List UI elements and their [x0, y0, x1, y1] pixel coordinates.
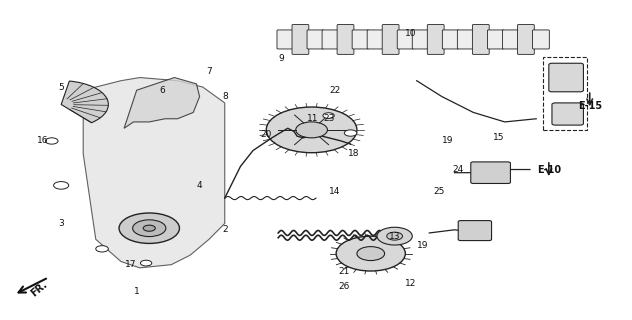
- Text: 8: 8: [222, 92, 228, 101]
- FancyBboxPatch shape: [533, 30, 549, 49]
- FancyBboxPatch shape: [442, 30, 459, 49]
- Text: 12: 12: [404, 279, 416, 288]
- FancyBboxPatch shape: [471, 162, 511, 183]
- FancyBboxPatch shape: [549, 63, 583, 92]
- FancyBboxPatch shape: [367, 30, 384, 49]
- Circle shape: [323, 113, 334, 118]
- Circle shape: [119, 213, 179, 244]
- FancyBboxPatch shape: [487, 30, 504, 49]
- Text: 2: 2: [222, 225, 228, 234]
- Text: 19: 19: [417, 241, 428, 250]
- FancyBboxPatch shape: [292, 25, 309, 54]
- Text: 14: 14: [329, 187, 341, 196]
- Circle shape: [266, 107, 357, 153]
- Text: 22: 22: [329, 86, 341, 95]
- Circle shape: [54, 181, 69, 189]
- Circle shape: [46, 138, 58, 144]
- FancyBboxPatch shape: [552, 103, 583, 125]
- Text: 7: 7: [206, 67, 212, 76]
- Text: 10: 10: [404, 28, 416, 38]
- Text: 26: 26: [339, 282, 350, 292]
- FancyBboxPatch shape: [427, 25, 444, 54]
- Text: 18: 18: [348, 149, 360, 158]
- FancyBboxPatch shape: [398, 30, 414, 49]
- Text: 16: 16: [37, 136, 48, 146]
- Circle shape: [96, 246, 108, 252]
- FancyBboxPatch shape: [322, 30, 339, 49]
- Text: 15: 15: [493, 133, 504, 142]
- Text: E-15: E-15: [578, 101, 602, 111]
- FancyBboxPatch shape: [458, 220, 492, 241]
- FancyBboxPatch shape: [382, 25, 399, 54]
- Circle shape: [143, 225, 155, 231]
- Polygon shape: [124, 77, 200, 128]
- Text: 11: 11: [307, 114, 319, 123]
- Text: 25: 25: [433, 187, 444, 196]
- Circle shape: [357, 247, 385, 260]
- Text: 21: 21: [339, 267, 350, 276]
- Text: 19: 19: [442, 136, 454, 146]
- FancyBboxPatch shape: [337, 25, 354, 54]
- Wedge shape: [61, 81, 108, 123]
- FancyBboxPatch shape: [472, 25, 489, 54]
- Text: 1: 1: [134, 287, 140, 296]
- FancyBboxPatch shape: [352, 30, 369, 49]
- FancyBboxPatch shape: [502, 30, 520, 49]
- Circle shape: [387, 232, 403, 240]
- Text: E-10: E-10: [537, 164, 561, 174]
- Text: 5: 5: [58, 83, 64, 92]
- Circle shape: [296, 122, 327, 138]
- Text: 17: 17: [125, 260, 136, 269]
- Text: FR.: FR.: [29, 279, 49, 298]
- FancyBboxPatch shape: [518, 25, 534, 54]
- Text: 6: 6: [159, 86, 165, 95]
- Text: 9: 9: [279, 54, 284, 63]
- Circle shape: [377, 227, 412, 245]
- Circle shape: [336, 236, 405, 271]
- Text: 23: 23: [323, 114, 334, 123]
- FancyBboxPatch shape: [307, 30, 324, 49]
- Circle shape: [344, 130, 357, 136]
- FancyBboxPatch shape: [458, 30, 474, 49]
- Text: 24: 24: [452, 165, 463, 174]
- Text: 20: 20: [260, 130, 271, 139]
- Text: 4: 4: [197, 181, 202, 190]
- Text: 13: 13: [389, 232, 401, 241]
- Circle shape: [140, 260, 152, 266]
- FancyBboxPatch shape: [277, 30, 294, 49]
- Text: 3: 3: [58, 219, 64, 228]
- FancyBboxPatch shape: [412, 30, 429, 49]
- Polygon shape: [83, 77, 225, 268]
- Circle shape: [133, 220, 166, 236]
